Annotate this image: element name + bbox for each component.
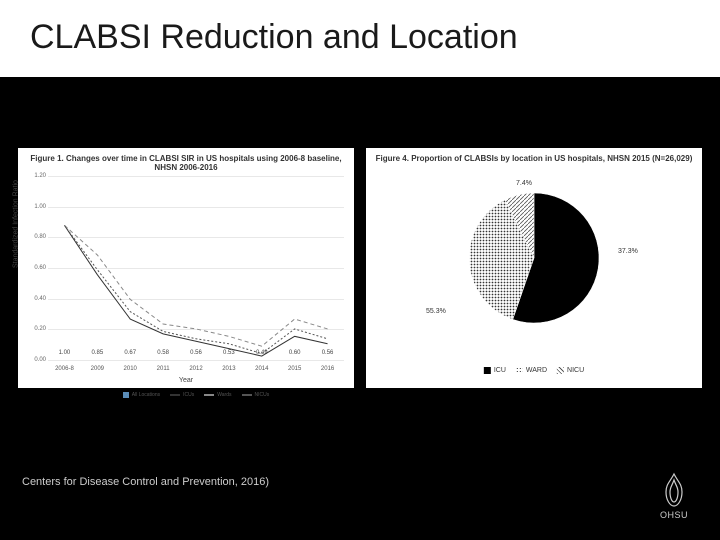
title-block: CLABSI Reduction and Location	[0, 0, 720, 77]
pie-chart-svg	[464, 188, 604, 328]
bar-legend-item: All Locations	[123, 392, 160, 398]
pie-legend-item: WARD	[516, 367, 547, 374]
bar-value-label: 0.58	[157, 350, 169, 356]
bar-chart-ytick: 1.20	[24, 173, 46, 179]
bar-legend-item: Wards	[204, 392, 231, 398]
bar-value-label: 0.85	[91, 350, 103, 356]
bar-legend-item: ICUs	[170, 392, 194, 398]
charts-row: Figure 1. Changes over time in CLABSI SI…	[18, 148, 702, 388]
bar-value-label: 0.53	[223, 350, 235, 356]
bar-chart-xtick: 2015	[278, 366, 311, 372]
flame-icon	[656, 472, 692, 508]
bar-chart-xtick: 2010	[114, 366, 147, 372]
pie-legend-item: ICU	[484, 367, 506, 374]
pie-slice-label: 7.4%	[516, 180, 532, 187]
pie-chart-legend: ICU WARD NICU	[484, 367, 584, 374]
bar-chart-xlabels: 2006-820092010201120122013201420152016	[48, 366, 344, 372]
slide-title: CLABSI Reduction and Location	[30, 18, 690, 57]
legend-label: ICU	[494, 367, 506, 374]
legend-swatch	[123, 392, 129, 398]
bar-value-label: 0.49	[256, 350, 268, 356]
bar-chart-xtick: 2011	[147, 366, 180, 372]
legend-swatch	[516, 367, 523, 374]
legend-label: Wards	[217, 392, 231, 398]
bar-chart-xtick: 2012	[180, 366, 213, 372]
bar-chart-ytick: 0.00	[24, 357, 46, 363]
legend-swatch	[204, 394, 214, 396]
pie-legend-item: NICU	[557, 367, 584, 374]
bar-chart-xtick: 2009	[81, 366, 114, 372]
legend-swatch	[242, 394, 252, 396]
bar-chart-bars: 1.00 0.85 0.67 0.58 0.56 0.53 0.49 0.60 0.56	[48, 176, 344, 360]
bar-chart-ytick: 0.20	[24, 326, 46, 332]
bar-value-label: 0.56	[190, 350, 202, 356]
bar-chart-legend: All Locations ICUs Wards NICUs	[48, 392, 344, 398]
legend-swatch	[484, 367, 491, 374]
bar-chart-panel: Figure 1. Changes over time in CLABSI SI…	[18, 148, 354, 388]
bar-value-label: 0.60	[289, 350, 301, 356]
citation-text: Centers for Disease Control and Preventi…	[22, 476, 269, 488]
bar-chart-xlabel: Year	[179, 377, 193, 384]
bar-chart-ytick: 0.80	[24, 234, 46, 240]
legend-label: All Locations	[132, 392, 160, 398]
bar-chart-xtick: 2006-8	[48, 366, 81, 372]
legend-swatch	[170, 394, 180, 396]
bar-chart-yaxis: 0.00 0.20 0.40 0.60 0.80 1.00 1.20	[24, 176, 46, 360]
bar-chart-ytick: 1.00	[24, 204, 46, 210]
legend-swatch	[557, 367, 564, 374]
bar-chart-xtick: 2016	[311, 366, 344, 372]
bar-chart-xtick: 2014	[245, 366, 278, 372]
bar-legend-item: NICUs	[242, 392, 270, 398]
pie-slice-label: 37.3%	[618, 248, 638, 255]
legend-label: ICUs	[183, 392, 194, 398]
bar-chart-plot-area: 0.000.200.400.600.801.001.20 1.000.850.6…	[48, 176, 344, 360]
bar-value-label: 1.00	[59, 350, 71, 356]
bar-value-label: 0.56	[322, 350, 334, 356]
pie-chart-panel: Figure 4. Proportion of CLABSIs by locat…	[366, 148, 702, 388]
bar-chart-gridline	[48, 360, 344, 361]
bar-value-label: 0.67	[124, 350, 136, 356]
pie-chart-title: Figure 4. Proportion of CLABSIs by locat…	[366, 148, 702, 165]
ohsu-logo: OHSU	[652, 468, 696, 520]
bar-chart-xtick: 2013	[212, 366, 245, 372]
pie-chart-wrap	[464, 188, 604, 328]
ohsu-logo-text: OHSU	[660, 510, 688, 520]
legend-label: NICUs	[255, 392, 270, 398]
legend-label: WARD	[526, 367, 547, 374]
bar-chart-ytick: 0.60	[24, 265, 46, 271]
bar-chart-ytick: 0.40	[24, 296, 46, 302]
pie-slice-label: 55.3%	[426, 308, 446, 315]
legend-label: NICU	[567, 367, 584, 374]
bar-chart-title: Figure 1. Changes over time in CLABSI SI…	[18, 148, 354, 174]
bar-chart-ylabel: Standardized Infection Ratio	[13, 180, 20, 268]
